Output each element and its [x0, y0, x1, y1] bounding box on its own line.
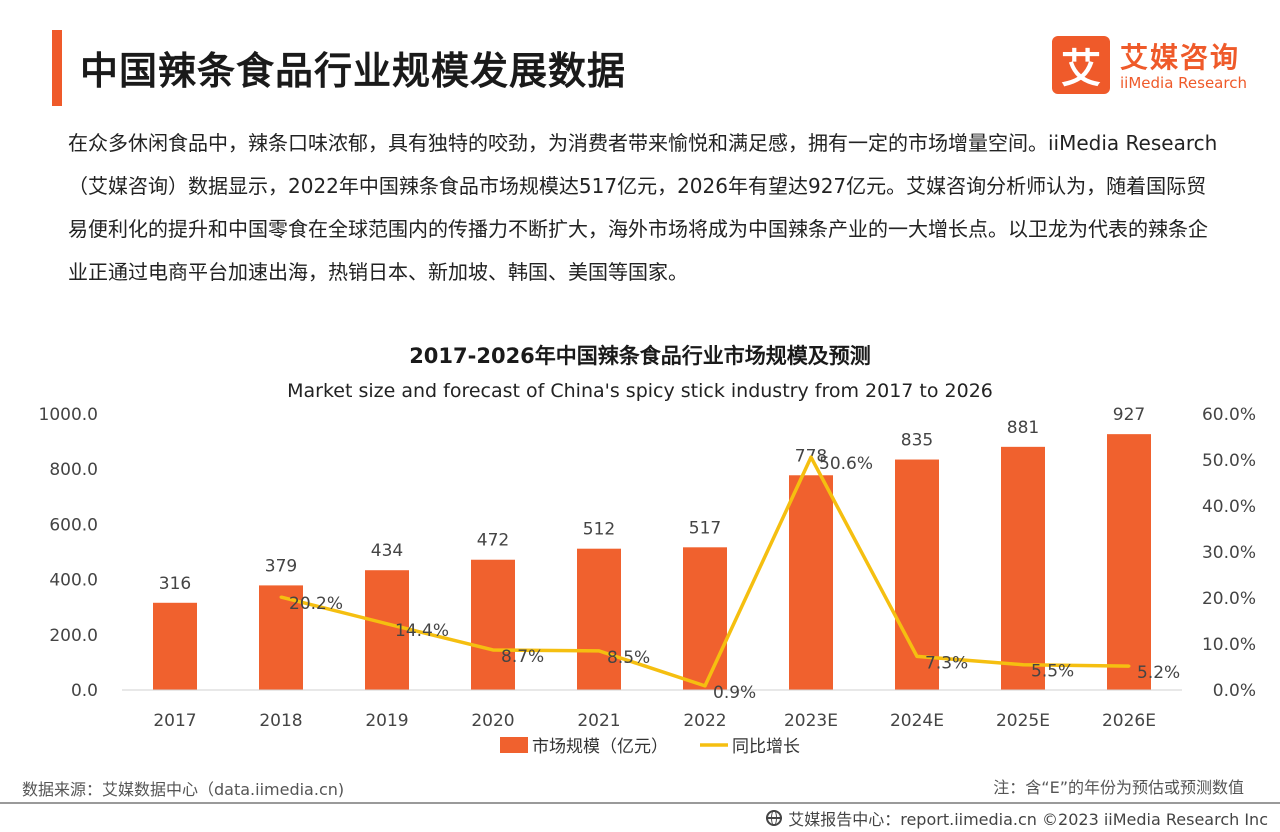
bar-2021	[577, 548, 621, 690]
bar-value-label: 434	[371, 541, 403, 561]
growth-value-label: 8.7%	[501, 647, 544, 667]
y-right-tick-label: 40.0%	[1202, 497, 1256, 517]
footer-copyright: 艾媒报告中心：report.iimedia.cn ©2023 iiMedia R…	[766, 806, 1268, 830]
bar-2024E	[895, 459, 939, 690]
growth-value-label: 50.6%	[819, 454, 873, 474]
y-left-tick-label: 800.0	[49, 460, 98, 480]
data-source: 数据来源：艾媒数据中心（data.iimedia.cn)	[22, 780, 345, 799]
bar-value-label: 379	[265, 556, 297, 576]
bar-value-label: 927	[1113, 405, 1145, 425]
bar-2022	[683, 547, 727, 690]
bar-2019	[365, 570, 409, 690]
bar-2020	[471, 559, 515, 690]
x-tick-label: 2021	[577, 711, 620, 731]
x-tick-label: 2018	[259, 711, 302, 731]
growth-value-label: 0.9%	[713, 683, 756, 703]
y-right-tick-label: 20.0%	[1202, 589, 1256, 609]
growth-value-label: 8.5%	[607, 648, 650, 668]
logo-mark-icon: 艾	[1052, 36, 1110, 94]
growth-value-label: 5.2%	[1137, 663, 1180, 683]
y-left-tick-label: 200.0	[49, 626, 98, 646]
footer-divider	[0, 802, 1280, 804]
x-tick-label: 2025E	[996, 711, 1050, 731]
intro-paragraph: 在众多休闲食品中，辣条口味浓郁，具有独特的咬劲，为消费者带来愉悦和满足感，拥有一…	[68, 131, 1218, 284]
globe-icon	[766, 810, 783, 826]
brand-logo: 艾 艾媒咨询 iiMedia Research	[1052, 36, 1262, 100]
x-tick-label: 2022	[683, 711, 726, 731]
growth-point-2026E	[1127, 664, 1131, 668]
legend-label-growth: 同比增长	[732, 737, 800, 757]
growth-point-2025E	[1021, 663, 1025, 667]
x-tick-label: 2023E	[784, 711, 838, 731]
forecast-note: 注：含“E”的年份为预估或预测数值	[993, 778, 1244, 797]
bar-2023E	[789, 475, 833, 690]
copyright-text: 艾媒报告中心：report.iimedia.cn ©2023 iiMedia R…	[788, 810, 1268, 829]
bar-2026E	[1107, 434, 1151, 690]
growth-point-2020	[491, 648, 495, 652]
y-right-tick-label: 60.0%	[1202, 405, 1256, 425]
bar-value-label: 472	[477, 531, 509, 551]
page-title: 中国辣条食品行业规模发展数据	[80, 49, 627, 93]
x-tick-label: 2017	[153, 711, 196, 731]
growth-point-2019	[385, 622, 389, 626]
y-right-tick-label: 50.0%	[1202, 451, 1256, 471]
bar-value-label: 517	[689, 518, 721, 538]
y-left-tick-label: 1000.0	[39, 405, 98, 425]
y-left-tick-label: 0.0	[71, 681, 98, 701]
bar-value-label: 316	[159, 574, 191, 594]
growth-value-label: 14.4%	[395, 621, 449, 641]
y-right-tick-label: 30.0%	[1202, 543, 1256, 563]
bar-2018	[259, 585, 303, 690]
x-tick-label: 2020	[471, 711, 514, 731]
logo-name-cn: 艾媒咨询	[1120, 41, 1241, 74]
bar-2017	[153, 602, 197, 690]
growth-point-2023E	[809, 455, 813, 459]
title-accent-bar	[52, 30, 62, 106]
growth-value-label: 7.3%	[925, 653, 968, 673]
bar-value-label: 512	[583, 520, 615, 540]
logo-name-en: iiMedia Research	[1120, 74, 1247, 92]
growth-point-2024E	[915, 654, 919, 658]
y-right-tick-label: 10.0%	[1202, 635, 1256, 655]
growth-point-2018	[279, 595, 283, 599]
bar-value-label: 881	[1007, 418, 1039, 438]
y-left-tick-label: 600.0	[49, 515, 98, 535]
bar-value-label: 835	[901, 431, 933, 451]
x-tick-label: 2024E	[890, 711, 944, 731]
growth-value-label: 5.5%	[1031, 662, 1074, 682]
legend-swatch-market-size	[500, 737, 528, 753]
chart-title: 2017-2026年中国辣条食品行业市场规模及预测	[409, 344, 871, 368]
y-left-tick-label: 400.0	[49, 571, 98, 591]
y-right-tick-label: 0.0%	[1213, 681, 1256, 701]
growth-point-2021	[597, 649, 601, 653]
growth-point-2022	[703, 684, 707, 688]
growth-value-label: 20.2%	[289, 594, 343, 614]
x-tick-label: 2026E	[1102, 711, 1156, 731]
x-tick-label: 2019	[365, 711, 408, 731]
bar-2025E	[1001, 446, 1045, 690]
legend-label-market-size: 市场规模（亿元）	[532, 737, 668, 757]
chart-subtitle: Market size and forecast of China's spic…	[287, 380, 993, 402]
